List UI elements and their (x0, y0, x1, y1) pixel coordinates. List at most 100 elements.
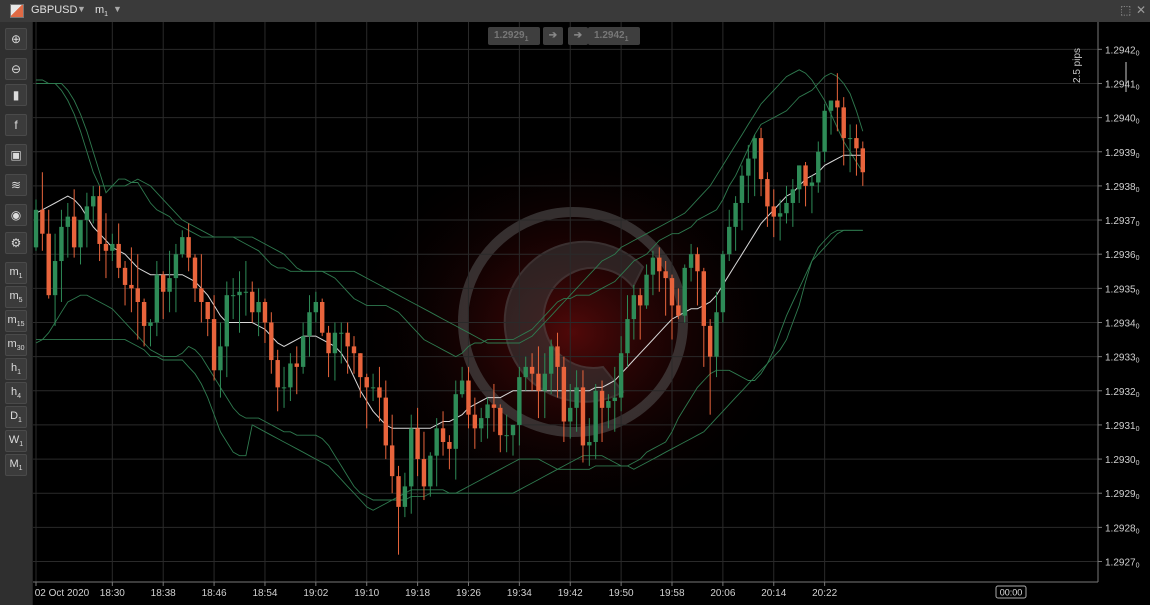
candle (561, 356, 567, 442)
y-axis-label-value: 1.2940 (1105, 114, 1136, 125)
timeframe-button-label: M (9, 458, 19, 470)
y-axis-label-value: 1.2937 (1105, 216, 1136, 227)
candle-body (447, 442, 452, 449)
timeframe-button-h4[interactable]: h4 (5, 382, 27, 404)
candle-body (320, 302, 325, 333)
candle (612, 366, 617, 432)
timeframe-button-m1[interactable]: m1 (5, 262, 27, 284)
candle-body (472, 414, 478, 429)
eye-icon[interactable]: ◉ (5, 204, 27, 226)
price-chart[interactable]: 1.294201.294101.294001.293901.293801.293… (33, 22, 1150, 605)
candle-body (739, 175, 745, 203)
candle (275, 349, 280, 412)
zoom-in-icon[interactable]: ⊕ (5, 28, 27, 50)
timeframe-button-W1[interactable]: W1 (5, 430, 27, 452)
candle (631, 284, 637, 340)
candle (459, 366, 465, 398)
candle (714, 291, 719, 378)
arrow-right-icon[interactable]: ➔ (543, 27, 563, 45)
timeframe-selector[interactable]: m1 (95, 4, 108, 18)
candle (84, 192, 90, 248)
candles (33, 73, 865, 555)
y-axis-label-sub: 0 (1136, 494, 1140, 501)
candle-body (218, 346, 223, 371)
y-axis-label-value: 1.2929 (1105, 489, 1136, 500)
restore-icon[interactable]: ⬚ (1120, 3, 1132, 17)
candle (396, 465, 401, 555)
cursor-time-box (995, 585, 1027, 599)
chart-type-icon[interactable]: ▮ (5, 84, 27, 106)
candle (320, 298, 325, 337)
candle (701, 267, 706, 367)
candle (504, 414, 509, 453)
arrow-right-icon[interactable]: ➔ (568, 27, 588, 45)
y-axis-label: 1.29350 (1105, 284, 1140, 296)
y-axis-label-sub: 0 (1136, 153, 1140, 160)
candle (663, 261, 668, 316)
candle (485, 397, 490, 439)
candle (186, 223, 191, 272)
candle (695, 247, 700, 306)
candle (409, 414, 414, 514)
candle (52, 233, 58, 326)
candle (790, 179, 796, 227)
y-axis-label-sub: 0 (1136, 221, 1140, 228)
close-icon[interactable]: ✕ (1136, 3, 1147, 17)
candle-body (638, 295, 643, 306)
ask-price-sub: 1 (624, 36, 629, 43)
layers-icon[interactable]: ≋ (5, 174, 27, 196)
candle (91, 185, 96, 224)
symbol-icon[interactable] (10, 4, 24, 18)
y-axis-label-value: 1.2931 (1105, 421, 1136, 432)
candle (332, 322, 338, 381)
timeframe-button-M1[interactable]: M1 (5, 454, 27, 476)
timeframe-button-sub: 1 (18, 273, 23, 281)
candle-body (205, 302, 210, 320)
zoom-out-icon[interactable]: ⊖ (5, 58, 27, 80)
y-axis-label: 1.29370 (1105, 216, 1140, 228)
y-axis-label-sub: 0 (1136, 50, 1140, 57)
x-axis-label: 19:42 (558, 588, 583, 599)
candle-body (370, 387, 376, 389)
candle-body (688, 254, 694, 268)
candle (129, 247, 134, 313)
timeframe-button-label: m (7, 338, 17, 350)
candle (141, 298, 147, 347)
y-axis-label-sub: 0 (1136, 358, 1140, 365)
timeframe-button-D1[interactable]: D1 (5, 406, 27, 428)
candle (777, 199, 783, 241)
bid-price: 1.2929 (494, 30, 525, 41)
candle-body (816, 151, 821, 183)
timeframe-dropdown-chevron-icon[interactable]: ▼ (113, 4, 122, 14)
timeframe-button-m15[interactable]: m15 (5, 310, 27, 332)
candle-body (78, 220, 83, 248)
y-axis-label-sub: 0 (1136, 528, 1140, 535)
candle-body (116, 243, 121, 268)
y-axis-label: 1.29420 (1105, 45, 1140, 57)
candle (237, 271, 242, 333)
timeframe-button-m5[interactable]: m5 (5, 286, 27, 308)
candle (307, 295, 312, 357)
robot-icon[interactable]: ▣ (5, 144, 27, 166)
ask-price-box[interactable]: 1.29421 (588, 27, 640, 45)
settings-icon[interactable]: ⚙ (5, 232, 27, 254)
candle-body (269, 322, 274, 361)
symbol-selector[interactable]: GBPUSD (31, 4, 78, 16)
spread-label: 2.5 pips (1072, 47, 1083, 83)
candle-body (479, 418, 484, 429)
symbol-dropdown-chevron-icon[interactable]: ▼ (77, 4, 86, 14)
candle (854, 124, 859, 176)
candle (746, 144, 751, 203)
candle-body (421, 459, 427, 487)
y-axis-label: 1.29300 (1105, 455, 1140, 467)
timeframe-button-m30[interactable]: m30 (5, 334, 27, 356)
candle (752, 134, 757, 197)
candle-body (256, 302, 261, 313)
facebook-icon[interactable]: f (5, 114, 27, 136)
x-axis-label: 19:02 (303, 588, 328, 599)
y-axis-label-sub: 0 (1136, 426, 1140, 433)
timeframe-button-label: h (10, 386, 18, 398)
candle-body (52, 261, 58, 296)
bid-price-box[interactable]: 1.29291 (488, 27, 540, 45)
timeframe-button-h1[interactable]: h1 (5, 358, 27, 380)
